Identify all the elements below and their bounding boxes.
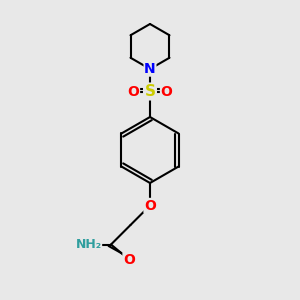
Text: NH₂: NH₂ <box>75 238 102 251</box>
Text: S: S <box>145 84 155 99</box>
Text: O: O <box>128 85 140 98</box>
Text: O: O <box>160 85 172 98</box>
Text: N: N <box>144 62 156 76</box>
Text: O: O <box>144 199 156 212</box>
Text: O: O <box>123 253 135 266</box>
